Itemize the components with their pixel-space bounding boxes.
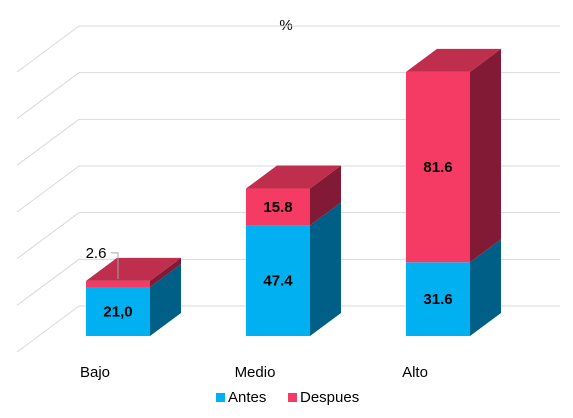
bar-front — [86, 280, 150, 287]
gridline-depth — [16, 72, 80, 120]
data-label: 31.6 — [423, 291, 452, 308]
bar-top — [86, 257, 181, 281]
bar-bajo-despues: 2.6 — [86, 245, 181, 287]
data-label: 81.6 — [423, 159, 452, 176]
gridline-depth — [16, 212, 80, 260]
category-labels: Bajo Medio Alto — [80, 364, 428, 381]
gridline-depth — [16, 305, 80, 353]
bars: 21,0 2.6 47.4 15.8 31.6 81.6 — [86, 48, 501, 336]
bar-front — [406, 71, 470, 263]
data-label: 15.8 — [263, 199, 292, 216]
legend-swatch — [216, 393, 225, 402]
bar-front — [246, 225, 310, 336]
leader-line — [111, 252, 119, 279]
bar-top — [246, 165, 341, 189]
bar-alto-antes: 31.6 — [406, 239, 501, 336]
legend-swatch — [288, 393, 297, 402]
legend-label: Despues — [300, 389, 359, 406]
data-label: 21,0 — [103, 304, 132, 321]
bar-side — [310, 202, 341, 336]
bar-medio-antes: 47.4 — [246, 202, 341, 336]
category-label: Alto — [402, 364, 428, 381]
gridline-depth — [16, 165, 80, 213]
bar-alto-despues: 81.6 — [406, 48, 501, 263]
bar-top — [406, 48, 501, 72]
bar-side — [470, 48, 501, 263]
bar-front — [246, 188, 310, 226]
legend-label: Antes — [228, 389, 266, 406]
legend: Antes Despues — [216, 389, 359, 406]
bar-medio-despues: 15.8 — [246, 165, 341, 226]
gridline-depth — [16, 25, 80, 73]
data-label: 2.6 — [86, 245, 107, 262]
gridline-depth — [16, 118, 80, 166]
bar-side — [150, 264, 181, 336]
bar-side — [310, 165, 341, 226]
bar-bajo-antes: 21,0 — [86, 264, 181, 336]
category-label: Medio — [235, 364, 276, 381]
bar-front — [86, 287, 150, 336]
data-label: 47.4 — [263, 273, 293, 290]
bar-side — [150, 257, 181, 287]
bar-front — [406, 262, 470, 336]
category-label: Bajo — [80, 364, 110, 381]
bar-side — [470, 239, 501, 336]
gridline-depth — [16, 258, 80, 306]
